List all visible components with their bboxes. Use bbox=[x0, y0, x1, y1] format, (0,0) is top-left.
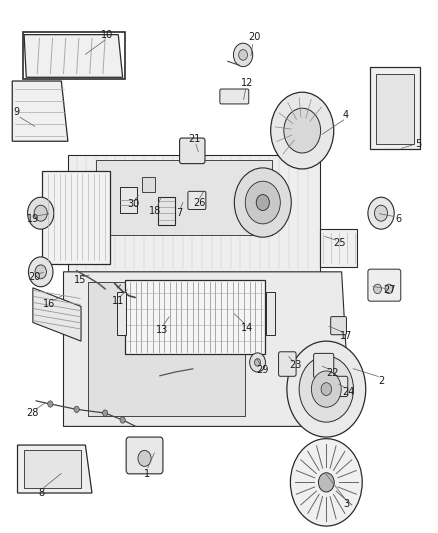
Circle shape bbox=[239, 50, 247, 60]
Circle shape bbox=[233, 43, 253, 67]
Polygon shape bbox=[68, 155, 320, 272]
Circle shape bbox=[74, 406, 79, 413]
FancyBboxPatch shape bbox=[188, 191, 206, 209]
Circle shape bbox=[321, 383, 332, 395]
Polygon shape bbox=[88, 282, 245, 416]
Polygon shape bbox=[18, 445, 92, 493]
Polygon shape bbox=[96, 160, 272, 235]
FancyBboxPatch shape bbox=[180, 138, 205, 164]
Text: 15: 15 bbox=[74, 275, 86, 285]
Bar bbox=[376, 74, 414, 144]
Polygon shape bbox=[33, 288, 81, 341]
Circle shape bbox=[287, 341, 366, 437]
Circle shape bbox=[138, 450, 151, 466]
Text: 28: 28 bbox=[27, 408, 39, 418]
Bar bbox=[117, 292, 126, 335]
Circle shape bbox=[299, 356, 353, 422]
Circle shape bbox=[290, 439, 362, 526]
Polygon shape bbox=[24, 35, 123, 77]
Text: 7: 7 bbox=[177, 208, 183, 218]
Circle shape bbox=[35, 265, 46, 279]
Text: 20: 20 bbox=[28, 272, 40, 282]
Text: 29: 29 bbox=[257, 366, 269, 375]
Text: 3: 3 bbox=[343, 499, 349, 508]
Circle shape bbox=[250, 353, 265, 372]
Bar bbox=[120, 187, 137, 213]
Text: 6: 6 bbox=[396, 214, 402, 223]
FancyBboxPatch shape bbox=[126, 437, 163, 474]
Bar bbox=[266, 292, 275, 335]
Text: 26: 26 bbox=[193, 198, 205, 207]
Text: 20: 20 bbox=[248, 33, 260, 42]
Text: 9: 9 bbox=[14, 107, 20, 117]
Text: 22: 22 bbox=[327, 368, 339, 378]
Text: 16: 16 bbox=[43, 299, 55, 309]
Circle shape bbox=[120, 417, 125, 423]
Text: 13: 13 bbox=[156, 326, 168, 335]
Bar bbox=[125, 280, 265, 354]
Text: 23: 23 bbox=[290, 360, 302, 370]
Text: 8: 8 bbox=[39, 488, 45, 498]
FancyBboxPatch shape bbox=[368, 269, 401, 301]
Text: 21: 21 bbox=[189, 134, 201, 143]
Circle shape bbox=[385, 284, 393, 294]
Circle shape bbox=[368, 197, 394, 229]
Text: 18: 18 bbox=[149, 206, 162, 215]
FancyBboxPatch shape bbox=[314, 353, 334, 378]
Circle shape bbox=[245, 181, 280, 224]
Text: 1: 1 bbox=[144, 470, 150, 479]
Text: 30: 30 bbox=[127, 199, 140, 208]
Circle shape bbox=[271, 92, 334, 169]
Circle shape bbox=[34, 205, 47, 221]
Polygon shape bbox=[12, 81, 68, 141]
Text: 24: 24 bbox=[342, 387, 354, 397]
FancyBboxPatch shape bbox=[220, 89, 249, 104]
Text: 10: 10 bbox=[101, 30, 113, 39]
Polygon shape bbox=[370, 67, 420, 149]
Polygon shape bbox=[64, 272, 350, 426]
Bar bbox=[23, 32, 125, 79]
Text: 17: 17 bbox=[340, 331, 352, 341]
Text: 27: 27 bbox=[384, 286, 396, 295]
Text: 2: 2 bbox=[378, 376, 384, 386]
Circle shape bbox=[48, 401, 53, 407]
Circle shape bbox=[256, 195, 269, 211]
Circle shape bbox=[311, 371, 341, 407]
FancyBboxPatch shape bbox=[331, 317, 346, 335]
Text: 19: 19 bbox=[27, 214, 39, 223]
Text: 5: 5 bbox=[415, 139, 421, 149]
Circle shape bbox=[284, 108, 321, 153]
Bar bbox=[158, 197, 175, 225]
Circle shape bbox=[28, 197, 54, 229]
Circle shape bbox=[254, 359, 261, 366]
Bar bbox=[142, 177, 155, 192]
Circle shape bbox=[374, 205, 388, 221]
FancyBboxPatch shape bbox=[328, 376, 348, 397]
Circle shape bbox=[234, 168, 291, 237]
Text: 25: 25 bbox=[333, 238, 346, 247]
Circle shape bbox=[374, 284, 381, 294]
Circle shape bbox=[102, 410, 108, 416]
Text: 12: 12 bbox=[241, 78, 254, 87]
Text: 14: 14 bbox=[241, 323, 254, 333]
Polygon shape bbox=[320, 229, 357, 266]
FancyBboxPatch shape bbox=[279, 352, 296, 376]
Bar bbox=[24, 450, 81, 488]
Bar bbox=[42, 171, 110, 264]
Circle shape bbox=[318, 473, 334, 492]
Circle shape bbox=[28, 257, 53, 287]
Text: 11: 11 bbox=[112, 296, 124, 306]
Text: 4: 4 bbox=[343, 110, 349, 119]
